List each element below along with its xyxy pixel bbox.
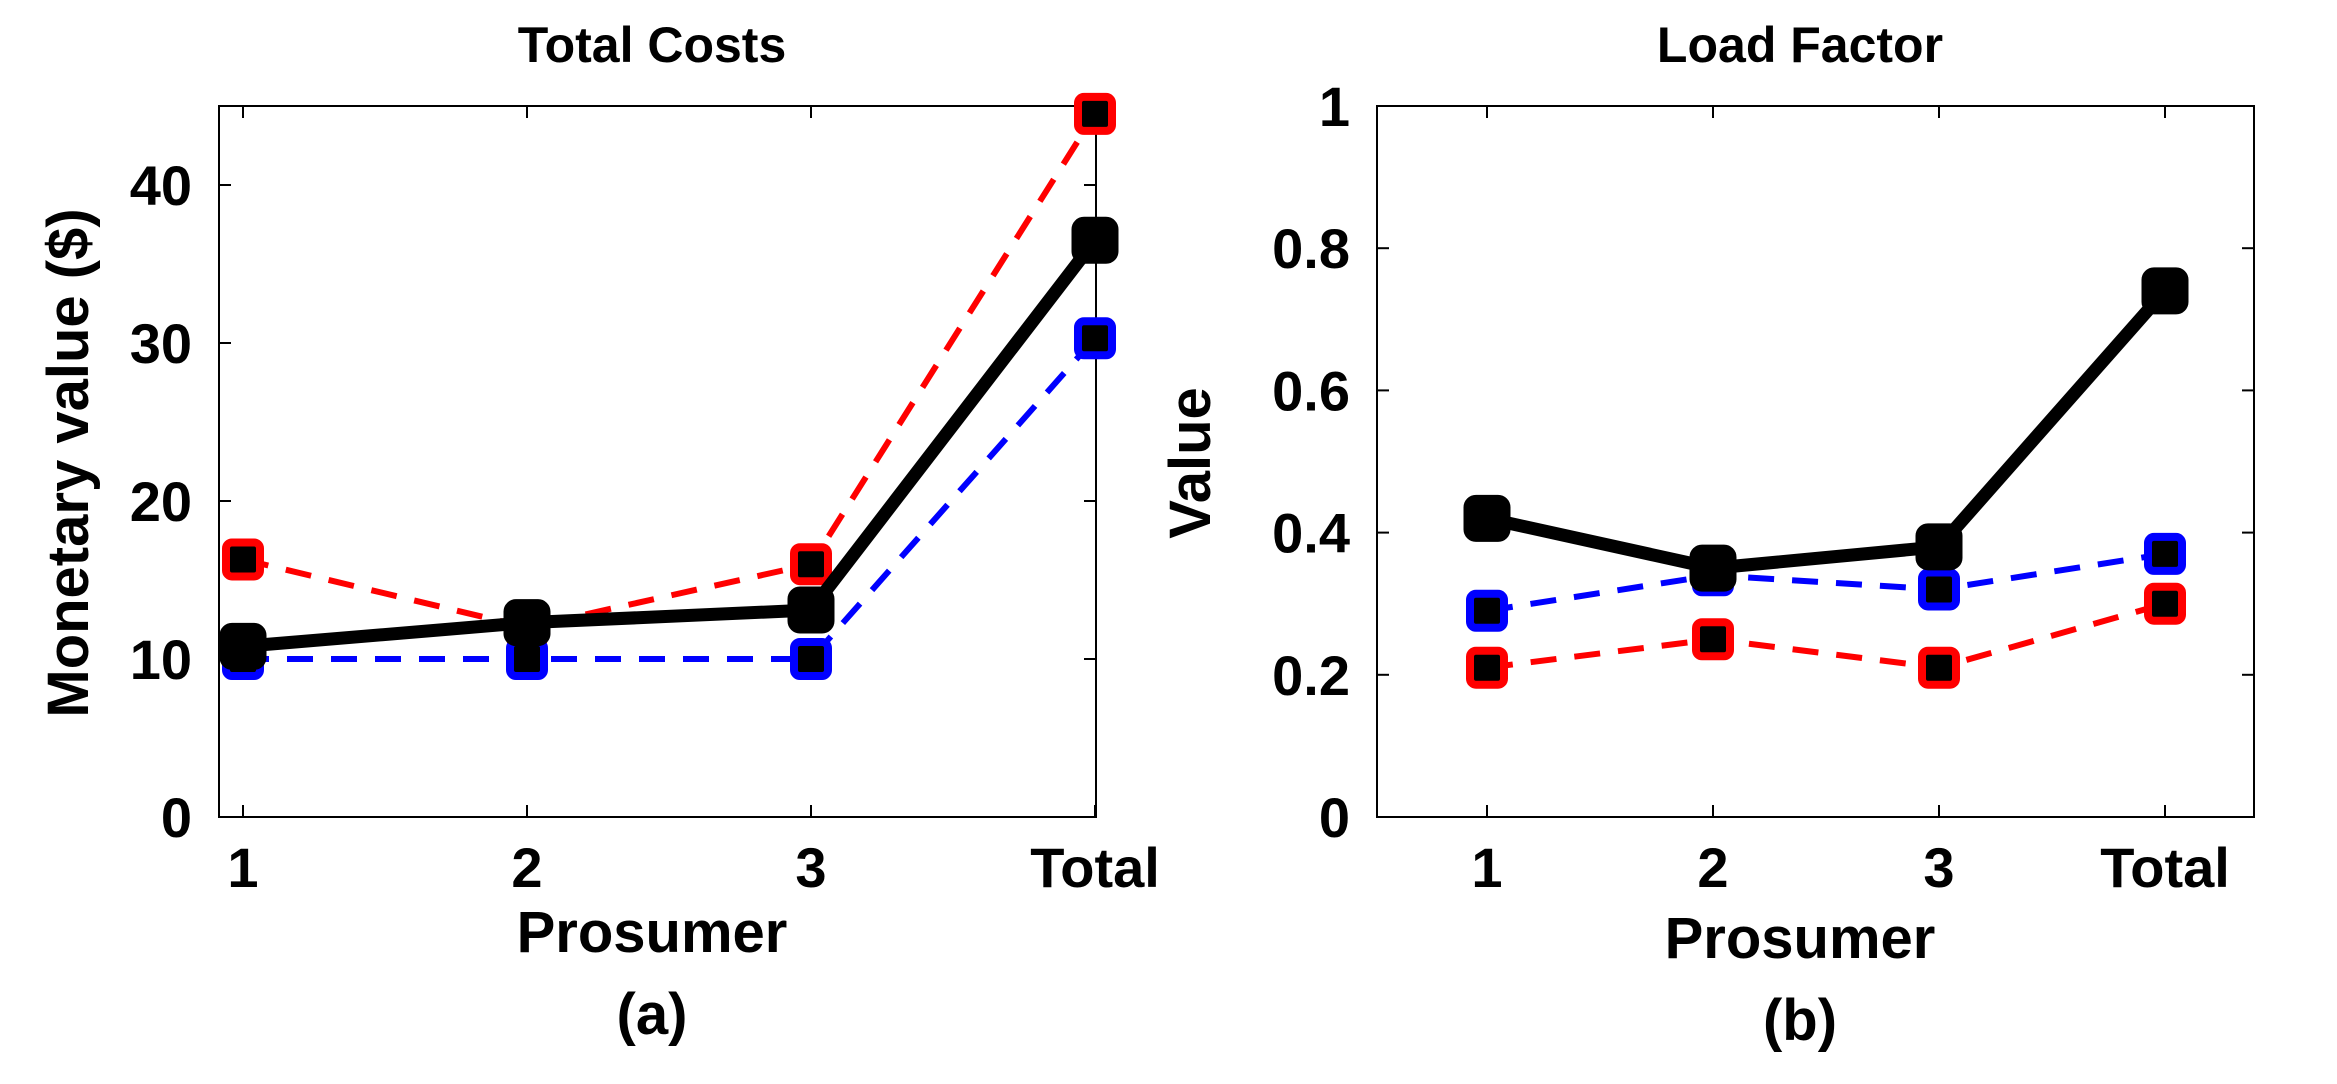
data-point-black — [1915, 523, 1963, 571]
y-tick-label: 0 — [161, 786, 192, 849]
data-point-blue — [1918, 568, 1960, 611]
panel-label: (b) — [1763, 988, 1837, 1053]
data-point-blue — [1074, 317, 1116, 360]
chart-title: Load Factor — [1657, 17, 1943, 73]
y-tick-label: 40 — [130, 154, 192, 217]
data-point-black — [787, 586, 835, 634]
y-axis-label: Value — [1158, 387, 1223, 539]
series-line-red — [1486, 600, 2166, 671]
y-tick-label: 30 — [130, 312, 192, 375]
x-tick-label: 3 — [1923, 836, 1954, 899]
data-point-blue — [1466, 589, 1508, 632]
series-line-black — [1485, 286, 2170, 575]
data-point-black — [219, 622, 267, 670]
y-tick-label: 10 — [130, 628, 192, 691]
series-layer — [1463, 267, 2189, 689]
data-point-red — [1074, 92, 1116, 135]
y-tick-label: 0.6 — [1272, 359, 1350, 422]
x-tick-label: 2 — [1697, 836, 1728, 899]
panel-label: (a) — [617, 982, 688, 1047]
y-axis-ticks: 0 10 20 30 40 — [130, 154, 1096, 849]
data-point-black — [1071, 216, 1119, 264]
series-line-blue — [243, 336, 1098, 662]
series-layer — [219, 92, 1119, 680]
data-point-blue — [506, 638, 548, 680]
x-axis-ticks: 1 2 3 Total — [1471, 106, 2230, 899]
data-point-black — [503, 599, 551, 647]
x-axis-ticks: 1 2 3 Total — [227, 106, 1160, 899]
data-point-red — [790, 543, 832, 586]
chart-title: Total Costs — [518, 17, 787, 73]
data-point-red — [222, 538, 264, 581]
x-tick-label: 1 — [1471, 836, 1502, 899]
series-line-red — [242, 112, 1098, 631]
data-point-blue — [2144, 532, 2186, 575]
chart-load-factor: Load Factor 0 0.2 0.4 0.6 0.8 1 1 2 3 Total Pros… — [1158, 17, 2255, 1053]
data-point-red — [1692, 618, 1734, 661]
x-tick-label: 3 — [795, 836, 826, 899]
y-tick-label: 0.2 — [1272, 644, 1350, 707]
plot-frame — [1376, 105, 2255, 818]
y-tick-label: 0.4 — [1272, 502, 1350, 565]
plot-frame — [218, 105, 1097, 818]
x-axis-label: Prosumer — [1665, 906, 1936, 971]
data-point-black — [2141, 267, 2189, 315]
y-tick-label: 0.8 — [1272, 217, 1350, 280]
x-tick-label: 2 — [511, 836, 542, 899]
data-point-black — [1463, 494, 1511, 542]
data-point-blue — [790, 638, 832, 680]
data-point-red — [2144, 582, 2186, 625]
x-tick-label: Total — [2100, 836, 2230, 899]
x-tick-label: Total — [1030, 836, 1160, 899]
y-tick-label: 0 — [1319, 786, 1350, 849]
y-axis-ticks: 0 0.2 0.4 0.6 0.8 1 — [1272, 75, 2254, 849]
y-tick-label: 1 — [1319, 75, 1350, 138]
y-axis-label: Monetary value ($) — [36, 208, 101, 717]
x-tick-label: 1 — [227, 836, 258, 899]
x-axis-label: Prosumer — [517, 900, 788, 965]
data-point-black — [1689, 544, 1737, 592]
series-line-black — [242, 236, 1101, 653]
y-tick-label: 20 — [130, 470, 192, 533]
data-point-red — [1466, 646, 1508, 689]
data-point-red — [1918, 646, 1960, 689]
